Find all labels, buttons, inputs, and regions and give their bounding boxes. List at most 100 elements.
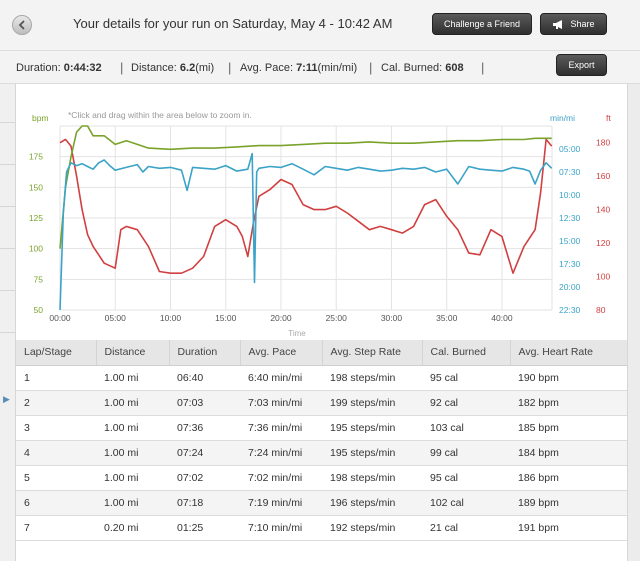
- cell-calories: 102 cal: [422, 490, 510, 516]
- panel-divider: [0, 206, 16, 207]
- cell-distance: 1.00 mi: [96, 465, 169, 491]
- time-tick-label: 10:00: [160, 313, 182, 323]
- bpm-tick-label: 175: [29, 152, 43, 162]
- page-title: Your details for your run on Saturday, M…: [73, 16, 393, 31]
- calories-stat: Cal. Burned: 608: [381, 62, 464, 74]
- cell-calories: 92 cal: [422, 390, 510, 416]
- table-row[interactable]: 7 0.20 mi 01:25 7:10 min/mi 192 steps/min 21 …: [16, 515, 627, 541]
- stat-separator: |: [369, 60, 373, 75]
- duration-value: 0:44:32: [63, 62, 102, 74]
- cell-pace: 6:40 min/mi: [240, 365, 322, 391]
- left-panel-edge: [0, 84, 16, 561]
- stat-separator: |: [481, 60, 485, 75]
- megaphone-icon: [553, 19, 563, 29]
- pace-axis-unit: min/mi: [550, 113, 575, 123]
- cell-calories: 103 cal: [422, 415, 510, 441]
- cell-calories: 95 cal: [422, 465, 510, 491]
- cell-lap: 2: [16, 390, 96, 416]
- time-tick-label: 40:00: [491, 313, 513, 323]
- duration-label: Duration:: [16, 62, 61, 74]
- calories-value: 608: [445, 62, 464, 74]
- cell-duration: 06:40: [169, 365, 240, 391]
- cell-duration: 07:18: [169, 490, 240, 516]
- col-header-step-rate[interactable]: Avg. Step Rate: [322, 340, 423, 366]
- lap-table: Lap/Stage Distance Duration Avg. Pace Av…: [16, 340, 627, 541]
- share-label: Share: [570, 19, 595, 29]
- pace-tick-label: 05:00: [559, 144, 581, 154]
- col-header-duration[interactable]: Duration: [169, 340, 241, 366]
- cell-calories: 21 cal: [422, 515, 510, 541]
- cell-heart-rate: 189 bpm: [510, 490, 627, 516]
- distance-unit: (mi): [195, 62, 215, 74]
- cell-calories: 95 cal: [422, 365, 510, 391]
- col-header-distance[interactable]: Distance: [96, 340, 170, 366]
- cell-distance: 1.00 mi: [96, 415, 169, 441]
- cell-distance: 1.00 mi: [96, 490, 169, 516]
- cell-pace: 7:24 min/mi: [240, 440, 322, 466]
- col-header-lap[interactable]: Lap/Stage: [16, 340, 97, 366]
- header-bar: Your details for your run on Saturday, M…: [0, 0, 640, 50]
- cell-pace: 7:03 min/mi: [240, 390, 322, 416]
- cell-duration: 07:24: [169, 440, 240, 466]
- calories-label: Cal. Burned:: [381, 62, 443, 74]
- distance-label: Distance:: [131, 62, 177, 74]
- export-label: Export: [568, 60, 595, 70]
- cell-pace: 7:10 min/mi: [240, 515, 322, 541]
- cell-distance: 1.00 mi: [96, 440, 169, 466]
- pace-tick-label: 15:00: [559, 236, 581, 246]
- cell-lap: 5: [16, 465, 96, 491]
- panel-divider: [0, 248, 16, 249]
- bpm-tick-label: 50: [34, 305, 44, 315]
- bpm-tick-label: 125: [29, 213, 43, 223]
- elevation-tick-label: 160: [596, 171, 610, 181]
- bpm-tick-label: 150: [29, 182, 43, 192]
- panel-divider: [0, 122, 16, 123]
- pace-tick-label: 22:30: [559, 305, 581, 315]
- challenge-friend-label: Challenge a Friend: [443, 19, 521, 29]
- x-axis-label: Time: [288, 329, 306, 338]
- table-row[interactable]: 4 1.00 mi 07:24 7:24 min/mi 195 steps/min 99 …: [16, 440, 627, 466]
- cell-lap: 3: [16, 415, 96, 441]
- elevation-line: [59, 138, 553, 274]
- challenge-friend-button[interactable]: Challenge a Friend: [432, 13, 532, 35]
- pace-line: [59, 152, 553, 311]
- table-row[interactable]: 3 1.00 mi 07:36 7:36 min/mi 195 steps/min 103…: [16, 415, 627, 441]
- table-row[interactable]: 1 1.00 mi 06:40 6:40 min/mi 198 steps/min 95 …: [16, 365, 627, 391]
- cell-heart-rate: 191 bpm: [510, 515, 627, 541]
- expand-arrow-icon[interactable]: ▶: [3, 394, 10, 404]
- run-chart-svg[interactable]: 50 75 100 125 150 175 05:00 07:30 10:00 12:30 15:…: [16, 84, 627, 340]
- run-chart[interactable]: 50 75 100 125 150 175 05:00 07:30 10:00 12:30 15:…: [16, 84, 627, 340]
- cell-heart-rate: 182 bpm: [510, 390, 627, 416]
- col-header-heart-rate[interactable]: Avg. Heart Rate: [510, 340, 627, 366]
- stat-separator: |: [228, 60, 232, 75]
- share-button[interactable]: Share: [540, 13, 607, 35]
- table-row[interactable]: 2 1.00 mi 07:03 7:03 min/mi 199 steps/min 92 …: [16, 390, 627, 416]
- col-header-calories[interactable]: Cal. Burned: [422, 340, 511, 366]
- table-row[interactable]: 6 1.00 mi 07:18 7:19 min/mi 196 steps/min 102…: [16, 490, 627, 516]
- cell-heart-rate: 186 bpm: [510, 465, 627, 491]
- pace-tick-label: 12:30: [559, 213, 581, 223]
- cell-lap: 1: [16, 365, 96, 391]
- cell-distance: 1.00 mi: [96, 390, 169, 416]
- cell-duration: 07:03: [169, 390, 240, 416]
- elevation-tick-label: 80: [596, 305, 606, 315]
- pace-stat: Avg. Pace: 7:11(min/mi): [240, 62, 357, 74]
- col-header-pace[interactable]: Avg. Pace: [240, 340, 323, 366]
- cell-lap: 6: [16, 490, 96, 516]
- time-tick-label: 25:00: [326, 313, 348, 323]
- elevation-tick-label: 180: [596, 138, 610, 148]
- back-button[interactable]: [12, 15, 32, 35]
- elevation-axis-unit: ft: [606, 113, 611, 123]
- export-button[interactable]: Export: [556, 54, 607, 76]
- pace-tick-label: 20:00: [559, 282, 581, 292]
- time-tick-label: 35:00: [436, 313, 458, 323]
- cell-heart-rate: 190 bpm: [510, 365, 627, 391]
- pace-label: Avg. Pace:: [240, 62, 293, 74]
- table-row[interactable]: 5 1.00 mi 07:02 7:02 min/mi 198 steps/min 95 …: [16, 465, 627, 491]
- cell-step-rate: 195 steps/min: [322, 415, 422, 441]
- elevation-tick-label: 140: [596, 205, 610, 215]
- cell-duration: 07:02: [169, 465, 240, 491]
- bpm-axis-unit: bpm: [32, 113, 49, 123]
- time-tick-label: 20:00: [270, 313, 292, 323]
- cell-distance: 0.20 mi: [96, 515, 169, 541]
